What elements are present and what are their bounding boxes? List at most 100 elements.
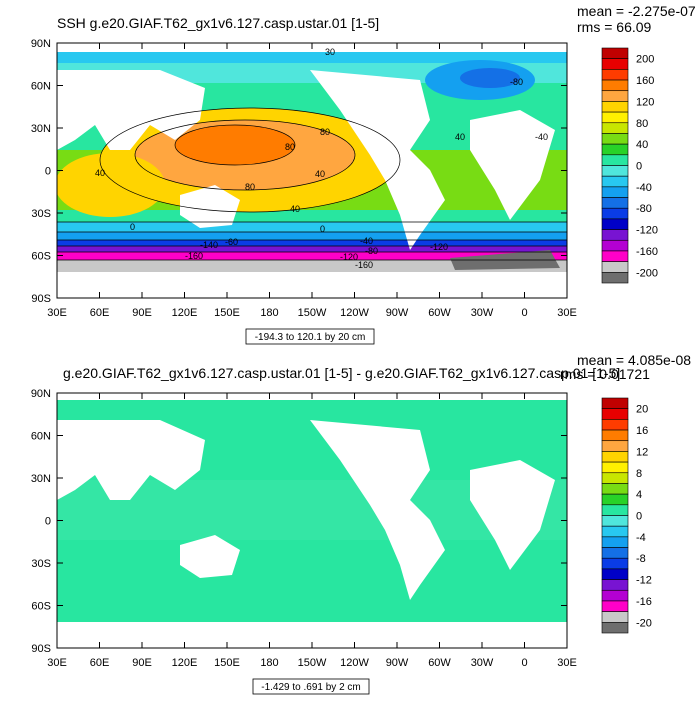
panel2-contour-info: -1.429 to .691 by 2 cm — [261, 682, 361, 693]
land-americas — [310, 70, 445, 250]
colorbar-box — [601, 408, 629, 420]
colorbar-box — [601, 154, 629, 166]
field-band-so1 — [57, 222, 567, 232]
colorbar-box — [601, 579, 629, 591]
panel1-contour-info: -194.3 to 120.1 by 20 cm — [255, 332, 366, 343]
colorbar-label: 20 — [636, 404, 648, 416]
colorbar-box — [601, 451, 629, 463]
colorbar-label: -40 — [636, 182, 652, 194]
colorbar-box — [601, 272, 629, 284]
x-tick-label: 150W — [298, 307, 327, 319]
colorbar-label: -120 — [636, 225, 658, 237]
colorbar-label: 160 — [636, 75, 654, 87]
colorbar-label: 0 — [636, 161, 642, 173]
colorbar-box — [601, 547, 629, 559]
colorbar-label: 8 — [636, 468, 642, 480]
colorbar-box — [601, 504, 629, 516]
contour-label: 0 — [320, 224, 325, 234]
contour-label: 40 — [315, 169, 325, 179]
colorbar-label: -4 — [636, 532, 646, 544]
field-band-so5 — [57, 252, 567, 260]
x-tick-label: 120E — [172, 307, 198, 319]
contour-label: -80 — [365, 246, 378, 256]
colorbar-label: 80 — [636, 118, 648, 130]
y-tick-label: 60N — [31, 431, 51, 443]
y-tick-label: 60S — [31, 251, 51, 263]
land-australia — [180, 185, 240, 228]
x-tick-label: 60W — [428, 657, 451, 669]
y-tick-label: 90S — [31, 643, 51, 655]
y-tick-label: 60S — [31, 601, 51, 613]
land-antarctica-2 — [57, 622, 567, 648]
x-tick-label: 60E — [90, 657, 110, 669]
colorbar-box — [601, 440, 629, 452]
map-panel-2: g.e20.GIAF.T62_gx1v6.127.casp.ustar.01 [… — [31, 352, 691, 695]
colorbar-label: -12 — [636, 575, 652, 587]
contour-label: 0 — [130, 222, 135, 232]
x-tick-label: 120W — [340, 307, 369, 319]
x-tick-label: 150E — [214, 657, 240, 669]
colorbar-box — [601, 568, 629, 580]
x-tick-label: 30E — [47, 657, 67, 669]
contour-label: -160 — [355, 260, 373, 270]
contour-label: 40 — [455, 132, 465, 142]
y-tick-label: 90N — [31, 388, 51, 400]
field-band-so4 — [57, 246, 567, 252]
colorbar-box — [601, 207, 629, 220]
panel2-mean: mean = 4.085e-08 — [577, 352, 691, 368]
field-band-so3 — [57, 240, 567, 246]
contour-label: 80 — [285, 142, 295, 152]
panel2-field — [57, 393, 567, 648]
x-tick-label: 30W — [471, 657, 494, 669]
colorbar-label: -80 — [636, 203, 652, 215]
x-tick-label: 30E — [47, 307, 67, 319]
colorbar-box — [601, 229, 629, 241]
x-tick-label: 30E — [557, 657, 577, 669]
colorbar-box — [601, 397, 629, 409]
x-tick-label: 90W — [386, 307, 409, 319]
land — [57, 43, 567, 250]
x-tick-label: 0 — [521, 657, 527, 669]
y-tick-label: 30S — [31, 208, 51, 220]
field-pacific-high3 — [175, 125, 295, 165]
contour-label: -60 — [225, 237, 238, 247]
y-tick-label: 0 — [45, 166, 51, 178]
colorbar-box — [601, 122, 629, 134]
colorbar-box — [601, 493, 629, 506]
contour-label: -140 — [200, 240, 218, 250]
x-tick-label: 90E — [132, 657, 152, 669]
panel1-field: 40 0 -80 30 80 80 40 -40 80 40 0 -120 -1… — [57, 43, 567, 298]
colorbar-box — [601, 101, 629, 113]
land-africa-2 — [470, 460, 555, 570]
contour-label-group: 40 0 -80 30 80 80 40 -40 80 40 0 -120 -1… — [95, 47, 548, 270]
colorbar-box — [601, 90, 629, 102]
x-tick-label: 150W — [298, 657, 327, 669]
colorbar-label: 40 — [636, 139, 648, 151]
colorbar-box — [601, 557, 629, 570]
panel1-rms: rms = 66.09 — [577, 19, 652, 35]
field-band-so6 — [57, 260, 567, 272]
colorbar-box — [601, 600, 629, 612]
colorbar-box — [601, 589, 629, 602]
panel1-colorbar: 200 160 120 80 40 0 -40 -80 -120 -160 -200 — [601, 47, 658, 284]
colorbar-box — [601, 133, 629, 145]
panel2-colorbar: 20 16 12 8 4 0 -4 -8 -12 -16 -20 — [601, 397, 652, 634]
colorbar-label: -20 — [636, 617, 652, 629]
panel2-ticks: 30E 60E 90E 120E 150E 180 150W 120W 90W 60W 30W 0 30… — [31, 388, 577, 669]
land-australia-2 — [180, 535, 240, 578]
colorbar-box — [601, 261, 629, 273]
panel1-mean: mean = -2.275e-07 — [577, 3, 696, 19]
colorbar-box — [601, 165, 629, 177]
colorbar-box — [601, 419, 629, 431]
panel1-ticks: 30E 60E 90E 120E 150E 180 150W 120W 90W 60W 30W 0 30… — [31, 38, 577, 319]
x-tick-label: 90E — [132, 307, 152, 319]
colorbar-box — [601, 515, 629, 527]
contour-label: -40 — [535, 132, 548, 142]
colorbar-box — [601, 525, 629, 538]
contour-label: 80 — [320, 127, 330, 137]
y-tick-label: 60N — [31, 81, 51, 93]
colorbar-box — [601, 218, 629, 230]
colorbar-box — [601, 79, 629, 92]
colorbar-box — [601, 111, 629, 124]
colorbar-box — [601, 143, 629, 156]
